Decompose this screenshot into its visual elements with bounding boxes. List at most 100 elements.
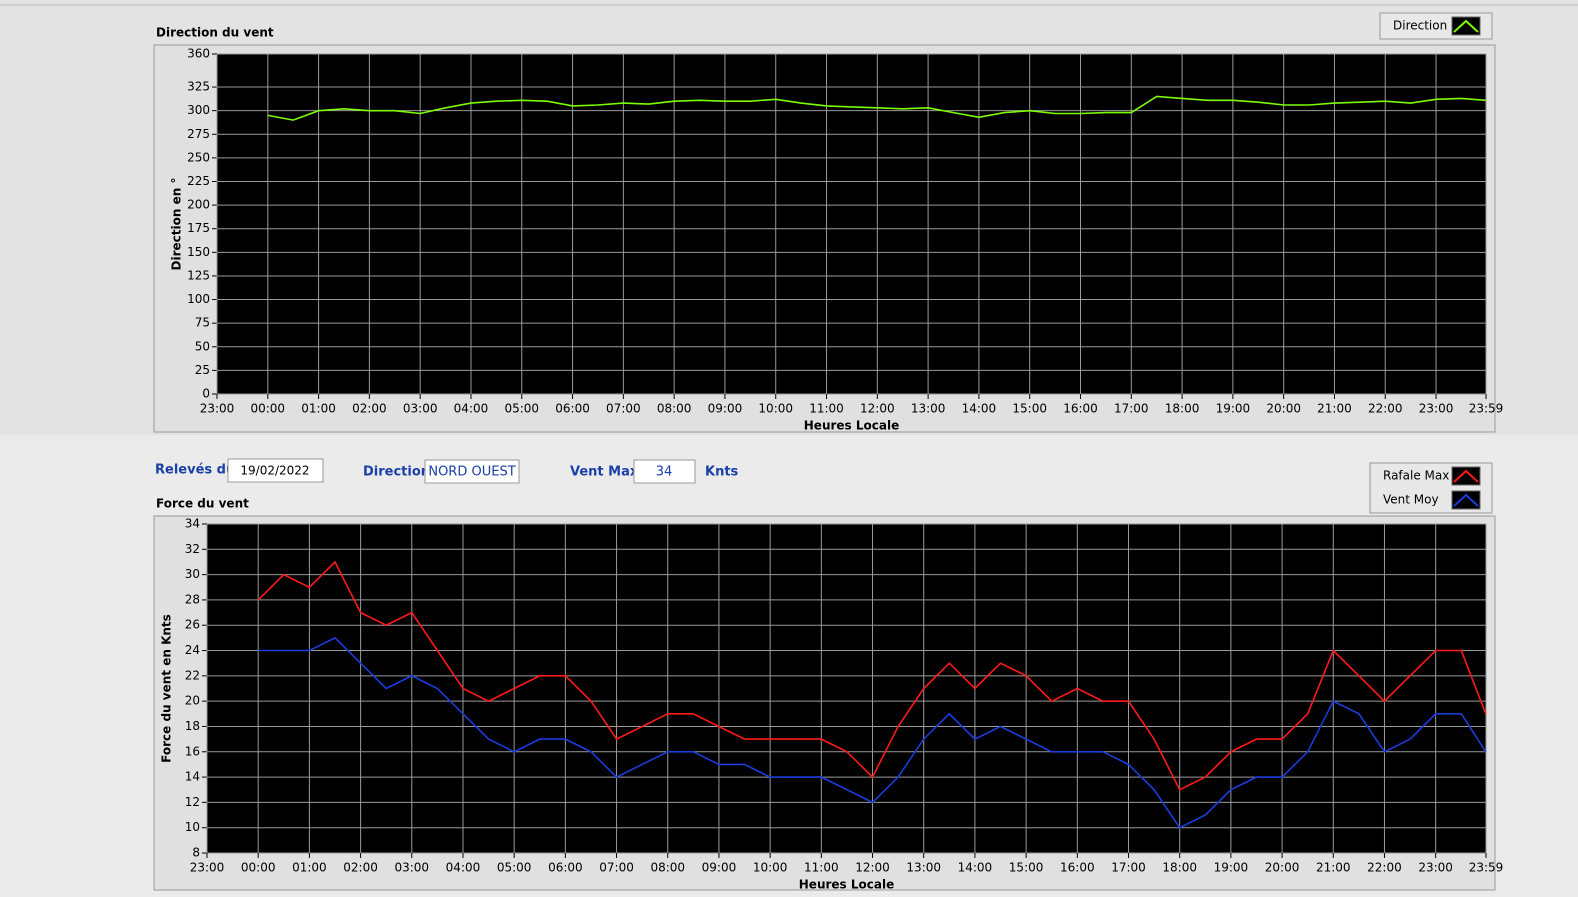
x-tick-label: 20:00 (1266, 402, 1301, 416)
x-tick-label: 23:00 (200, 402, 235, 416)
series-line (258, 636, 1487, 829)
x-tick-label: 18:00 (1162, 861, 1197, 875)
x-tick-label: 01:00 (301, 402, 336, 416)
legend-swatch-box (1451, 466, 1481, 486)
x-tick-label: 14:00 (958, 861, 993, 875)
series-line (267, 95, 1486, 121)
y-tick-label: 325 (187, 80, 210, 94)
y-tick-label: 34 (185, 517, 200, 531)
y-tick-label: 18 (185, 719, 200, 733)
x-tick-label: 03:00 (394, 861, 429, 875)
x-tick-label: 23:59 (1469, 861, 1504, 875)
legend-swatch (1453, 469, 1479, 483)
vent-max-field[interactable] (633, 459, 696, 484)
y-tick-label: 20 (185, 694, 200, 708)
x-tick-label: 12:00 (860, 402, 895, 416)
x-tick-label: 06:00 (555, 402, 590, 416)
x-tick-label: 13:00 (906, 861, 941, 875)
legend-label: Vent Moy (1383, 493, 1439, 507)
x-tick-label: 11:00 (809, 402, 844, 416)
direction-field[interactable] (424, 459, 520, 484)
x-tick-label: 17:00 (1111, 861, 1146, 875)
x-tick-label: 15:00 (1012, 402, 1047, 416)
x-tick-label: 12:00 (855, 861, 890, 875)
x-tick-label: 00:00 (250, 402, 285, 416)
y-tick-label: 75 (195, 316, 210, 330)
y-tick-label: 26 (185, 618, 200, 632)
y-tick-label: 360 (187, 47, 210, 61)
unit-label: Knts (705, 465, 739, 480)
x-tick-label: 02:00 (343, 861, 378, 875)
vent-max-label: Vent Max (570, 465, 639, 480)
y-axis-label: Direction en ° (170, 178, 184, 271)
x-tick-label: 19:00 (1214, 861, 1249, 875)
y-tick-label: 12 (185, 795, 200, 809)
x-tick-label: 10:00 (753, 861, 788, 875)
y-axis-label: Force du vent en Knts (160, 614, 174, 763)
y-tick-label: 200 (187, 198, 210, 212)
legend-swatch (1453, 19, 1479, 33)
y-tick-label: 225 (187, 174, 210, 188)
x-tick-label: 17:00 (1114, 402, 1149, 416)
y-tick-label: 300 (187, 103, 210, 117)
chart-title: Force du vent (156, 497, 249, 511)
x-tick-label: 09:00 (702, 861, 737, 875)
x-tick-label: 21:00 (1317, 402, 1352, 416)
x-tick-label: 11:00 (804, 861, 839, 875)
x-tick-label: 23:00 (1419, 402, 1454, 416)
x-tick-label: 16:00 (1063, 402, 1098, 416)
x-tick-label: 13:00 (911, 402, 946, 416)
y-tick-label: 25 (195, 363, 210, 377)
legend-label: Direction (1393, 19, 1447, 33)
y-tick-label: 16 (185, 744, 200, 758)
date-field[interactable] (227, 458, 324, 483)
x-tick-label: 06:00 (548, 861, 583, 875)
y-tick-label: 175 (187, 221, 210, 235)
date-label: Relevés du (155, 463, 235, 478)
y-tick-label: 50 (195, 339, 210, 353)
x-tick-label: 02:00 (352, 402, 387, 416)
date-value: 19/02/2022 (240, 464, 309, 478)
x-tick-label: 19:00 (1216, 402, 1251, 416)
x-tick-label: 14:00 (962, 402, 997, 416)
x-tick-label: 08:00 (657, 402, 692, 416)
legend-swatch-box (1451, 16, 1481, 36)
x-tick-label: 23:59 (1469, 402, 1504, 416)
direction-label: Direction (363, 465, 430, 480)
y-tick-label: 22 (185, 668, 200, 682)
y-tick-label: 24 (185, 643, 200, 657)
x-axis-label: Heures Locale (799, 878, 894, 892)
x-tick-label: 23:00 (1418, 861, 1453, 875)
y-tick-label: 28 (185, 592, 200, 606)
vent-max-value: 34 (656, 465, 673, 480)
x-tick-label: 22:00 (1367, 861, 1402, 875)
plot-area (207, 524, 1486, 853)
legend-swatch (1453, 493, 1479, 507)
x-tick-label: 01:00 (292, 861, 327, 875)
x-tick-label: 07:00 (606, 402, 641, 416)
x-tick-label: 00:00 (241, 861, 276, 875)
x-tick-label: 16:00 (1060, 861, 1095, 875)
x-tick-label: 05:00 (497, 861, 532, 875)
y-tick-label: 14 (185, 770, 200, 784)
x-tick-label: 22:00 (1368, 402, 1403, 416)
direction-value: NORD OUEST (428, 465, 515, 480)
x-tick-label: 21:00 (1316, 861, 1351, 875)
x-tick-label: 03:00 (403, 402, 438, 416)
y-tick-label: 32 (185, 542, 200, 556)
y-tick-label: 250 (187, 150, 210, 164)
legend-label: Rafale Max (1383, 469, 1449, 483)
x-tick-label: 20:00 (1265, 861, 1300, 875)
x-tick-label: 18:00 (1165, 402, 1200, 416)
x-axis-label: Heures Locale (804, 419, 899, 433)
x-tick-label: 23:00 (190, 861, 225, 875)
x-tick-label: 04:00 (454, 402, 489, 416)
y-tick-label: 125 (187, 268, 210, 282)
y-tick-label: 275 (187, 127, 210, 141)
y-tick-label: 10 (185, 820, 200, 834)
series-line (257, 560, 1487, 791)
y-tick-label: 0 (202, 387, 210, 401)
chart-title: Direction du vent (156, 26, 274, 40)
x-tick-label: 10:00 (758, 402, 793, 416)
